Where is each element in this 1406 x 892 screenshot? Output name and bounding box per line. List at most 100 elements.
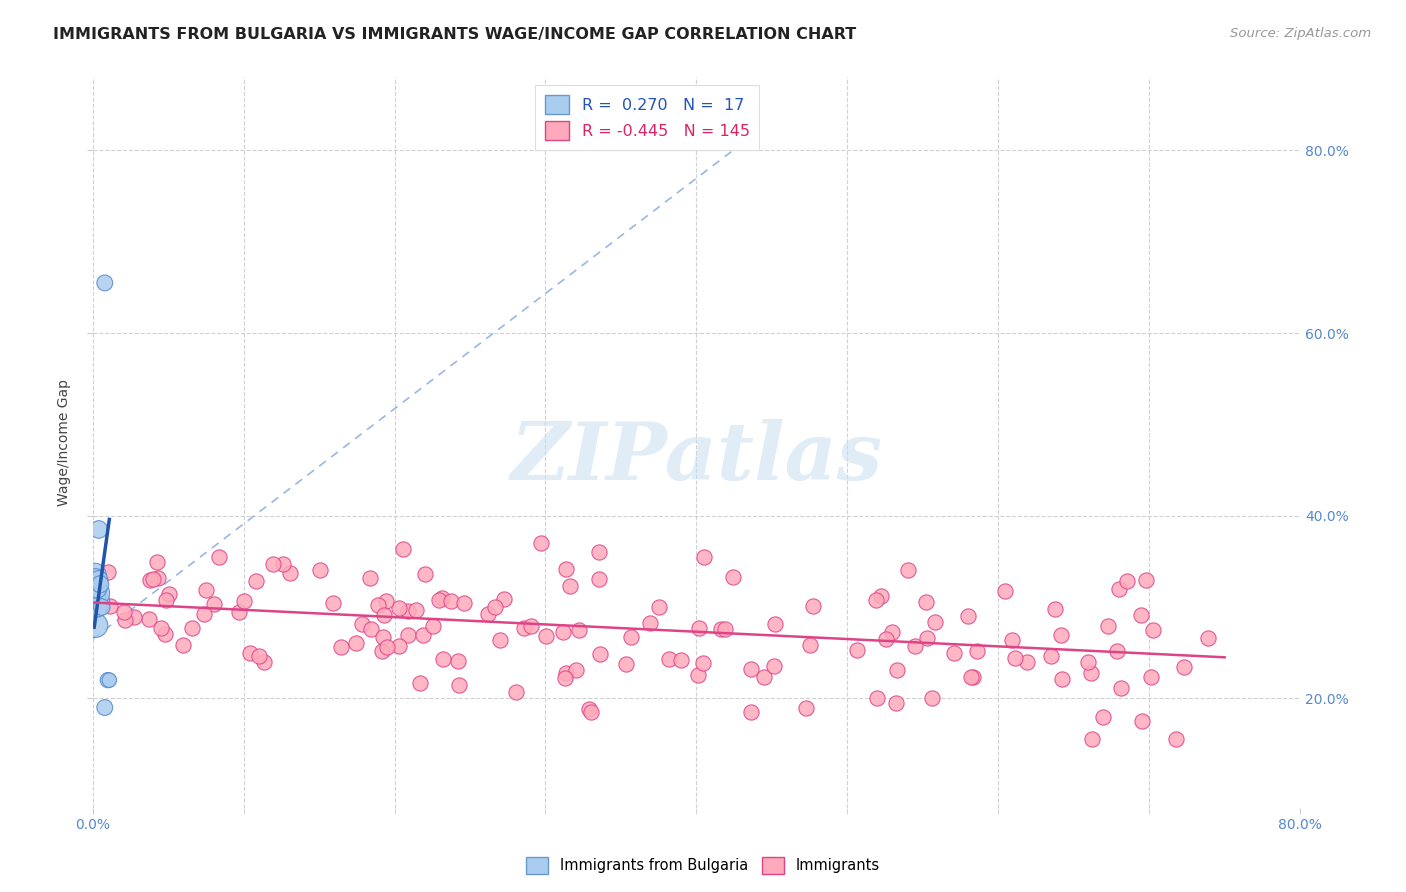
Point — [1045, 602, 1067, 616]
Point — [146, 571, 169, 585]
Point — [1135, 573, 1157, 587]
Point — [447, 678, 470, 692]
Point — [94, 276, 117, 290]
Point — [917, 631, 939, 645]
Point — [579, 705, 602, 719]
Point — [367, 598, 389, 612]
Point — [588, 573, 610, 587]
Point — [271, 557, 294, 571]
Point — [943, 647, 966, 661]
Point — [553, 625, 575, 640]
Point — [966, 644, 988, 658]
Point — [477, 607, 499, 621]
Point — [157, 586, 180, 600]
Text: ZIPatlas: ZIPatlas — [510, 418, 883, 496]
Point — [146, 555, 169, 569]
Point — [1130, 714, 1153, 729]
Point — [638, 615, 661, 630]
Point — [90, 600, 112, 615]
Point — [530, 536, 553, 550]
Point — [233, 594, 256, 608]
Point — [799, 638, 821, 652]
Point — [1081, 732, 1104, 747]
Point — [1080, 665, 1102, 680]
Point — [534, 629, 557, 643]
Point — [83, 582, 105, 596]
Point — [880, 624, 903, 639]
Point — [484, 600, 506, 615]
Point — [149, 621, 172, 635]
Point — [432, 591, 454, 606]
Point — [1142, 623, 1164, 637]
Point — [396, 604, 419, 618]
Point — [388, 601, 411, 615]
Point — [489, 632, 512, 647]
Point — [83, 591, 105, 605]
Point — [709, 622, 731, 636]
Point — [1097, 619, 1119, 633]
Point — [208, 550, 231, 565]
Point — [375, 594, 398, 608]
Point — [139, 574, 162, 588]
Point — [589, 648, 612, 662]
Point — [453, 596, 475, 610]
Point — [723, 569, 745, 583]
Point — [124, 610, 146, 624]
Point — [1166, 732, 1188, 747]
Point — [962, 670, 984, 684]
Point — [513, 621, 536, 635]
Point — [558, 579, 581, 593]
Point — [921, 691, 943, 706]
Point — [278, 566, 301, 581]
Point — [763, 617, 786, 632]
Point — [138, 612, 160, 626]
Point — [1004, 650, 1026, 665]
Point — [693, 549, 716, 564]
Point — [87, 523, 110, 537]
Point — [588, 545, 610, 559]
Point — [239, 647, 262, 661]
Point — [245, 574, 267, 589]
Point — [554, 666, 576, 681]
Point — [1039, 648, 1062, 663]
Point — [412, 627, 434, 641]
Point — [447, 654, 470, 668]
Point — [520, 619, 543, 633]
Point — [83, 568, 105, 582]
Text: Source: ZipAtlas.com: Source: ZipAtlas.com — [1230, 27, 1371, 40]
Point — [796, 700, 818, 714]
Point — [1050, 672, 1073, 686]
Point — [554, 671, 576, 685]
Point — [648, 599, 671, 614]
Point — [565, 664, 588, 678]
Point — [247, 648, 270, 663]
Point — [375, 640, 398, 654]
Point — [86, 600, 108, 615]
Point — [1001, 632, 1024, 647]
Point — [620, 630, 643, 644]
Point — [669, 653, 692, 667]
Point — [87, 573, 110, 587]
Point — [352, 616, 374, 631]
Point — [84, 573, 107, 587]
Point — [262, 557, 284, 571]
Point — [692, 656, 714, 670]
Point — [413, 566, 436, 581]
Point — [1077, 656, 1099, 670]
Point — [960, 670, 983, 684]
Point — [308, 562, 330, 576]
Point — [914, 595, 936, 609]
Point — [155, 593, 177, 607]
Point — [714, 622, 737, 636]
Point — [866, 691, 889, 706]
Point — [870, 589, 893, 603]
Point — [373, 608, 395, 623]
Point — [439, 594, 461, 608]
Point — [253, 656, 276, 670]
Point — [1105, 644, 1128, 658]
Point — [1017, 655, 1039, 669]
Point — [155, 626, 177, 640]
Point — [865, 593, 887, 607]
Point — [505, 685, 527, 699]
Point — [554, 561, 576, 575]
